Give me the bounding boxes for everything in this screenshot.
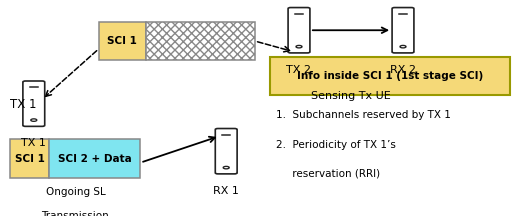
FancyBboxPatch shape — [23, 81, 45, 126]
Text: Sensing Tx UE: Sensing Tx UE — [311, 91, 391, 101]
Text: TX 1: TX 1 — [21, 138, 46, 148]
Bar — [49, 139, 140, 178]
FancyBboxPatch shape — [392, 8, 414, 53]
Bar — [10, 139, 49, 178]
Text: 1.  Subchannels reserved by TX 1: 1. Subchannels reserved by TX 1 — [276, 110, 450, 120]
Text: Info inside SCI 1 (1st stage SCI): Info inside SCI 1 (1st stage SCI) — [297, 71, 483, 81]
FancyBboxPatch shape — [288, 8, 310, 53]
Text: SCI 1: SCI 1 — [15, 154, 45, 164]
Text: SCI 2 + Data: SCI 2 + Data — [58, 154, 132, 164]
Text: reservation (RRI): reservation (RRI) — [276, 168, 380, 178]
Text: TX 2: TX 2 — [287, 65, 311, 75]
Text: RX 1: RX 1 — [213, 186, 239, 196]
Text: TX 1: TX 1 — [10, 98, 37, 111]
Bar — [99, 22, 146, 60]
Text: RX 2: RX 2 — [390, 65, 416, 75]
Text: SCI 1: SCI 1 — [107, 36, 137, 46]
FancyBboxPatch shape — [215, 129, 237, 174]
Text: 2.  Periodicity of TX 1’s: 2. Periodicity of TX 1’s — [276, 140, 396, 150]
Text: Transmission: Transmission — [42, 211, 109, 216]
Text: Ongoing SL: Ongoing SL — [46, 187, 105, 197]
Bar — [146, 22, 255, 60]
Bar — [270, 57, 510, 95]
